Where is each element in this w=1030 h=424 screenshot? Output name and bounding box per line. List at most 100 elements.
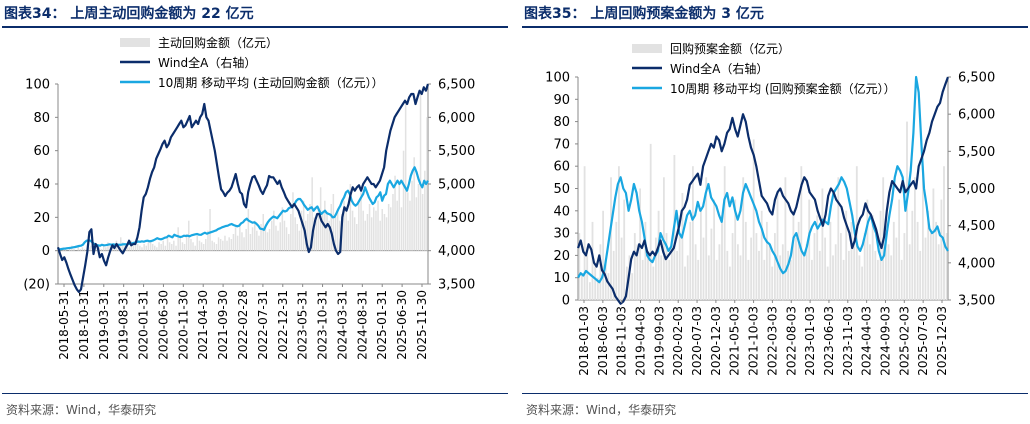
bar-mark — [202, 244, 205, 251]
bar-mark — [702, 237, 705, 300]
bar-mark — [596, 277, 599, 300]
bar-mark — [300, 210, 303, 251]
bar-mark — [398, 184, 400, 251]
bar-mark — [665, 233, 668, 300]
left-tick-label: 10 — [553, 271, 570, 286]
bar-mark — [213, 242, 215, 251]
bar-mark — [107, 242, 109, 251]
bar-mark — [655, 237, 657, 300]
x-tick-label: 2021-05-03 — [728, 306, 742, 376]
x-tick-label: 2022-03-03 — [765, 306, 779, 376]
x-tick-label: 2020-06-30 — [156, 290, 170, 360]
bar-mark — [377, 200, 379, 251]
bar-mark — [122, 242, 124, 251]
bar-mark — [256, 230, 258, 251]
bar-mark — [234, 227, 237, 251]
left-tick-label: 90 — [553, 93, 570, 108]
x-tick-label: 2018-06-03 — [596, 306, 610, 376]
x-tick-label: 2019-09-03 — [652, 306, 666, 376]
right-tick-label: 3,500 — [958, 294, 995, 309]
bar-mark — [143, 244, 145, 251]
bar-mark — [228, 237, 230, 251]
bar-mark — [298, 230, 301, 251]
bar-mark — [288, 234, 290, 251]
bar-mark — [863, 233, 866, 300]
bar-mark — [670, 244, 673, 301]
bar-mark — [853, 237, 856, 300]
bar-mark — [602, 210, 604, 300]
right-tick-label: 4,000 — [958, 256, 995, 271]
bar-mark — [351, 210, 354, 251]
left-tick-label: 0 — [42, 244, 50, 259]
bar-mark — [222, 240, 224, 251]
x-tick-label: 2022-02-28 — [236, 290, 250, 360]
bar-mark — [162, 240, 164, 251]
bar-mark — [713, 199, 715, 300]
legend-label-ma: 10周期 移动平均 (回购预案金额（亿元）） — [670, 81, 896, 96]
bar-mark — [900, 259, 903, 300]
legend-swatch-bars — [120, 38, 150, 47]
bar-mark — [424, 170, 426, 251]
bar-mark — [734, 199, 737, 300]
bar-mark — [141, 247, 143, 251]
bar-mark — [858, 255, 861, 300]
left-tick-label: 80 — [33, 111, 50, 126]
bar-mark — [200, 242, 203, 251]
bar-mark — [313, 217, 315, 251]
bar-mark — [296, 224, 298, 251]
bar-mark — [578, 233, 581, 300]
bar-mark — [723, 166, 726, 300]
bar-mark — [394, 175, 396, 251]
bar-mark — [173, 240, 175, 251]
bar-mark — [800, 166, 803, 300]
bar-mark — [417, 184, 420, 251]
bar-mark — [908, 244, 911, 301]
x-tick-label: 2020-12-03 — [709, 306, 723, 376]
bar-mark — [217, 237, 220, 251]
bar-mark — [154, 245, 156, 251]
bar-mark — [877, 259, 879, 300]
bar-mark — [275, 225, 277, 251]
bar-mark — [413, 157, 415, 251]
x-tick-label: 2023-05-31 — [296, 290, 310, 360]
bar-mark — [618, 166, 620, 300]
bar-mark — [332, 194, 335, 251]
x-tick-label: 2024-08-31 — [355, 290, 369, 360]
bar-mark — [697, 259, 700, 300]
bar-mark — [192, 242, 194, 251]
left-tick-label: 100 — [545, 71, 570, 86]
title-rule — [2, 26, 508, 28]
bar-mark — [826, 266, 829, 300]
legend-label-index: Wind全A（右轴） — [158, 55, 256, 70]
bar-mark — [607, 273, 610, 300]
moving-average-line — [57, 166, 429, 251]
bar-mark — [689, 221, 692, 300]
bar-mark — [731, 233, 734, 300]
bar-mark — [737, 244, 739, 301]
bar-mark — [145, 245, 147, 251]
bar-mark — [260, 224, 262, 251]
bar-mark — [771, 266, 774, 300]
bar-mark — [211, 240, 213, 251]
bar-mark — [787, 250, 789, 300]
bar-mark — [88, 247, 90, 251]
bar-mark — [387, 204, 390, 251]
bar-mark — [196, 235, 198, 251]
bar-mark — [678, 233, 681, 300]
bar-mark — [919, 250, 922, 300]
bar-mark — [379, 220, 381, 251]
bar-mark — [181, 242, 184, 251]
bar-mark — [694, 244, 697, 301]
bar-mark — [837, 177, 840, 300]
bar-mark — [755, 233, 758, 300]
bar-mark — [898, 199, 900, 300]
bar-mark — [676, 250, 678, 300]
bar-mark — [752, 139, 755, 300]
x-tick-label: 2021-09-30 — [216, 290, 230, 360]
bar-mark — [411, 180, 413, 251]
bar-mark — [615, 221, 618, 300]
bar-mark — [649, 143, 652, 300]
bar-mark — [612, 250, 615, 300]
bar-mark — [829, 221, 832, 300]
bar-mark — [400, 207, 403, 251]
